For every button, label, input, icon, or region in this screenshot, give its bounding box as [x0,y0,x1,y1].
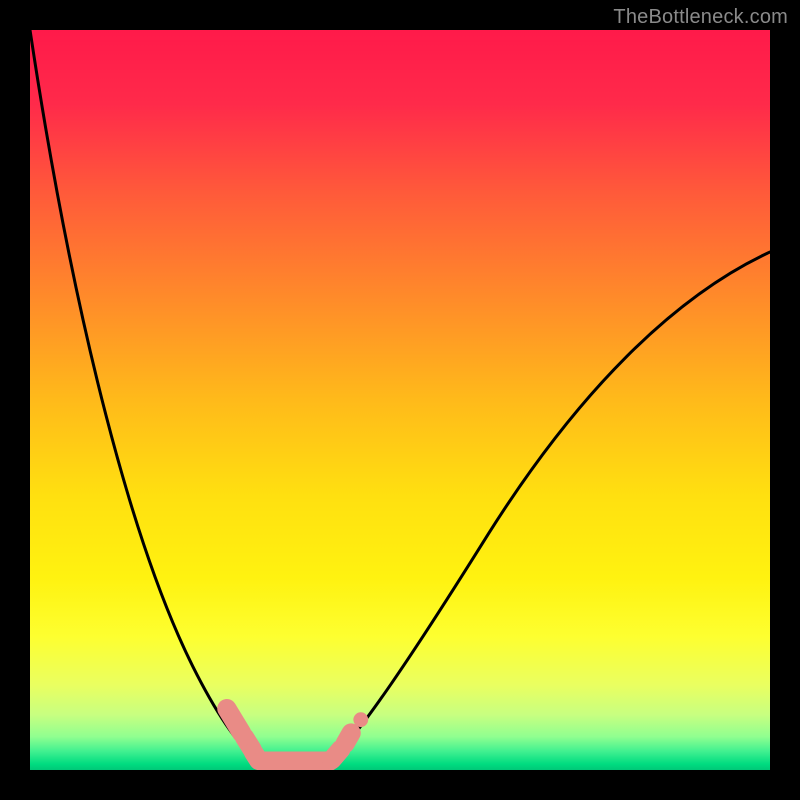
data-point-markers [30,30,770,770]
watermark-text: TheBottleneck.com [613,6,788,29]
marker-dot [353,712,368,727]
outer-frame: TheBottleneck.com [0,0,800,800]
marker-capsule [345,733,351,743]
plot-area [30,30,770,770]
